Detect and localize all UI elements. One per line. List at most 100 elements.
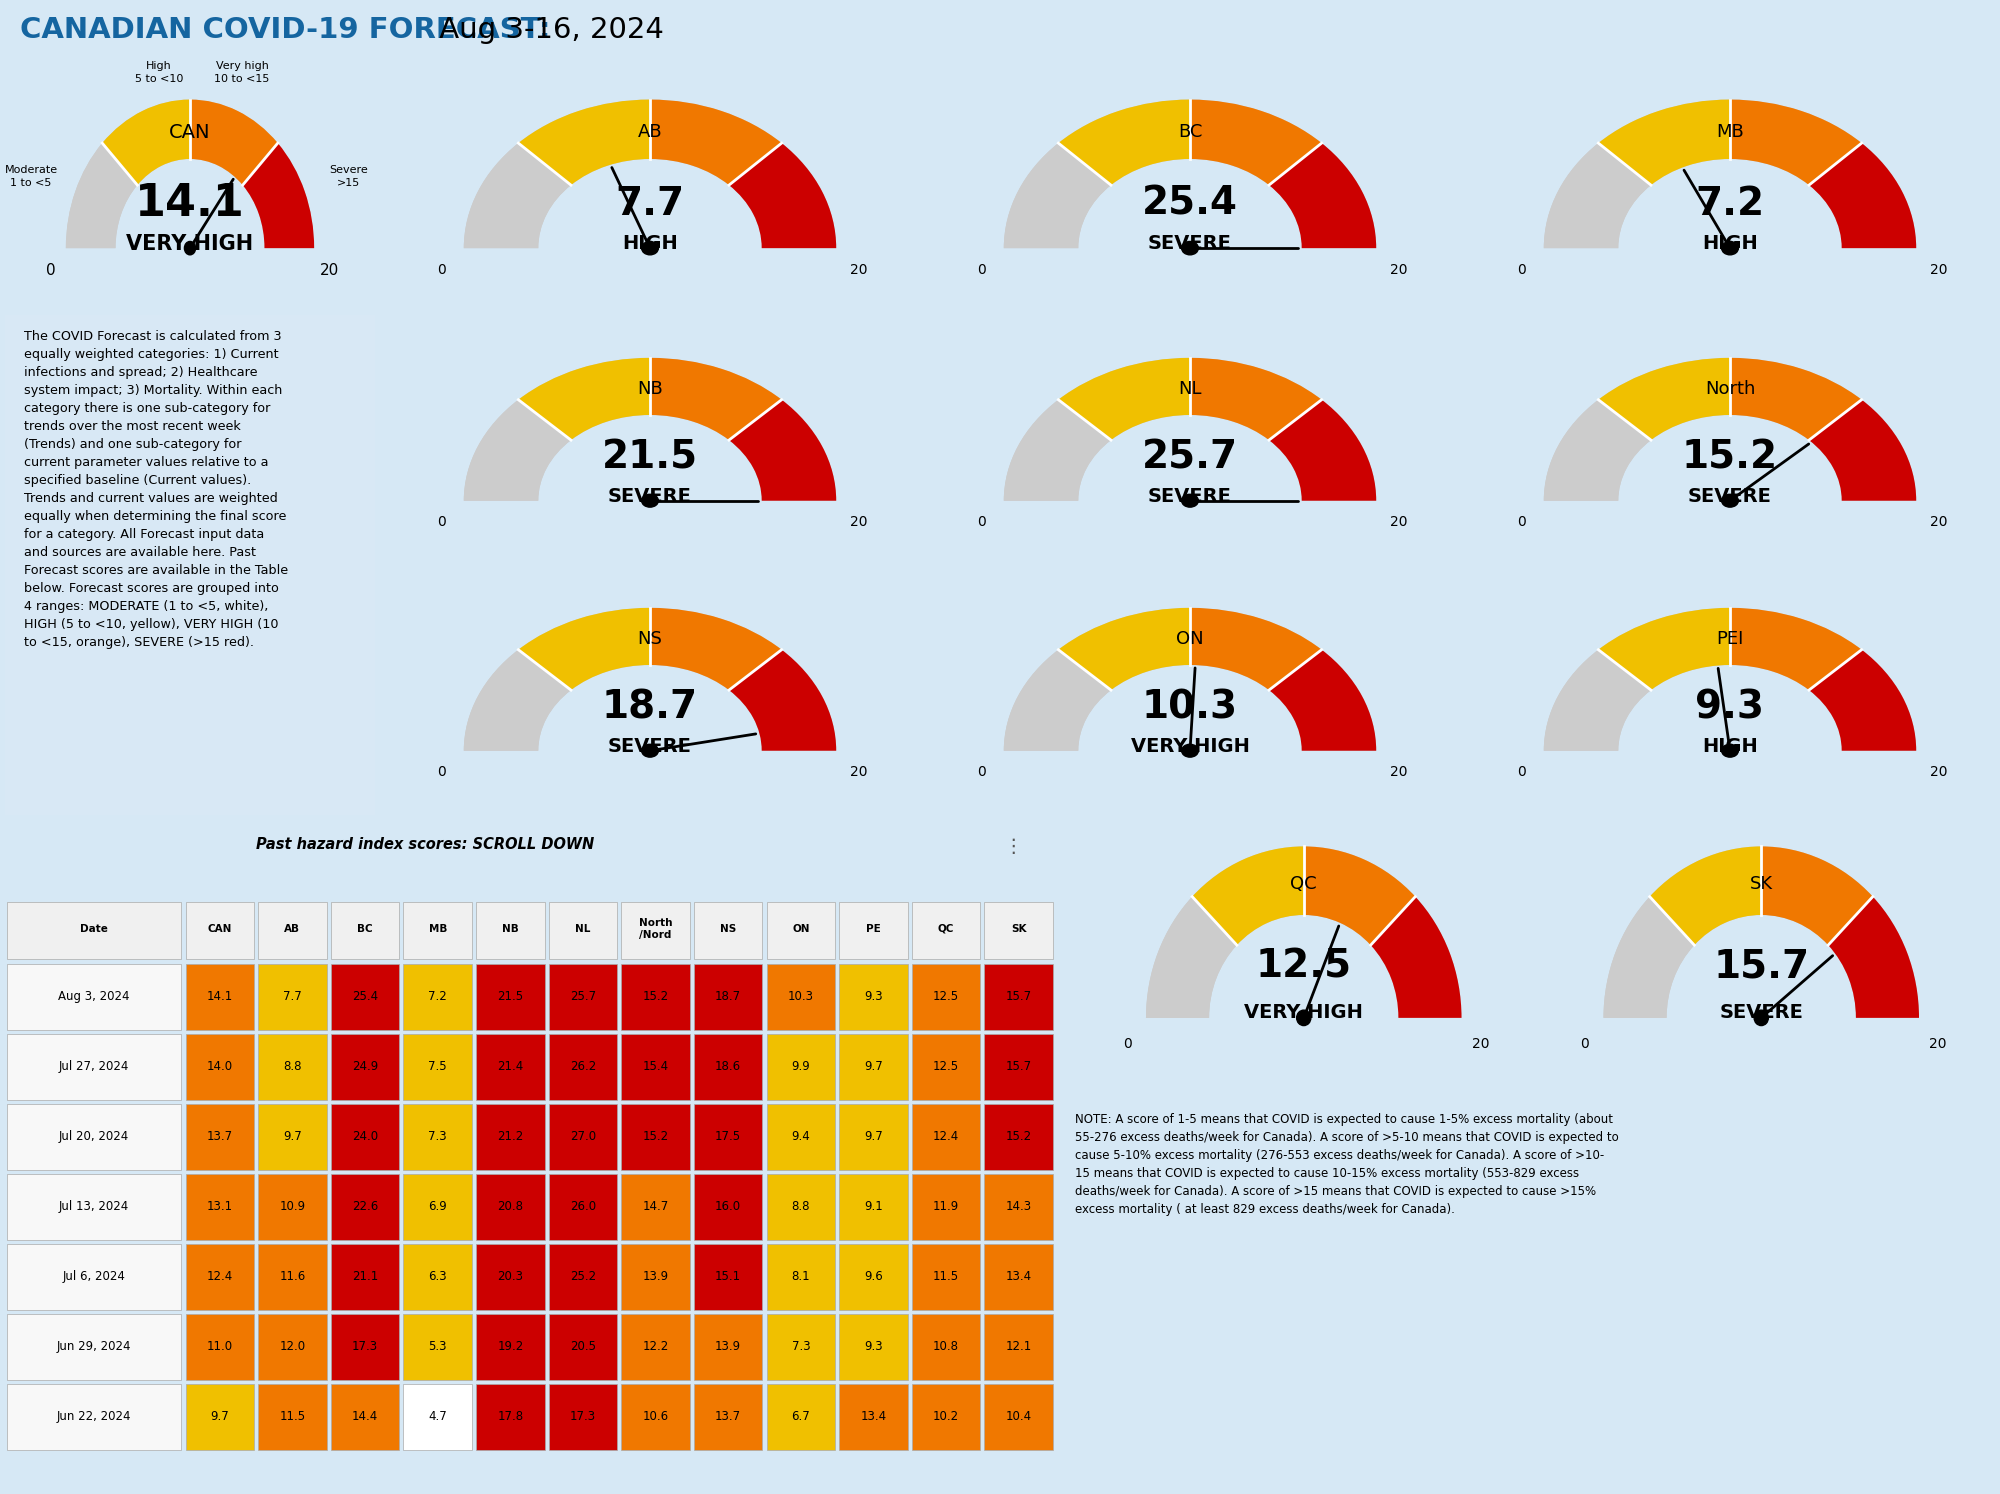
FancyBboxPatch shape [622, 1174, 690, 1240]
Text: 25.4: 25.4 [352, 991, 378, 1004]
Wedge shape [1270, 400, 1376, 500]
Text: The COVID Forecast is calculated from 3
equally weighted categories: 1) Current
: The COVID Forecast is calculated from 3 … [24, 330, 288, 648]
Text: 18.7: 18.7 [602, 689, 698, 728]
Text: SEVERE: SEVERE [1148, 235, 1232, 252]
FancyBboxPatch shape [186, 1383, 254, 1451]
Text: 11.5: 11.5 [280, 1410, 306, 1424]
FancyBboxPatch shape [330, 902, 400, 959]
Text: VERY HIGH: VERY HIGH [1130, 737, 1250, 756]
Text: 11.9: 11.9 [932, 1200, 960, 1213]
Wedge shape [1730, 608, 1862, 690]
Text: SEVERE: SEVERE [608, 737, 692, 756]
Text: 20: 20 [1930, 263, 1948, 278]
FancyBboxPatch shape [912, 902, 980, 959]
Wedge shape [1190, 608, 1322, 690]
FancyBboxPatch shape [258, 1104, 326, 1170]
Text: 15.4: 15.4 [642, 1061, 668, 1073]
Text: 12.1: 12.1 [1006, 1340, 1032, 1354]
Text: 10.3: 10.3 [788, 991, 814, 1004]
FancyBboxPatch shape [330, 1104, 400, 1170]
Text: 21.5: 21.5 [602, 439, 698, 477]
Wedge shape [1004, 650, 1110, 750]
FancyBboxPatch shape [984, 1245, 1052, 1310]
FancyBboxPatch shape [840, 1034, 908, 1100]
FancyBboxPatch shape [258, 1174, 326, 1240]
Circle shape [1722, 495, 1738, 506]
Text: Jul 6, 2024: Jul 6, 2024 [62, 1270, 126, 1283]
Text: North
/Nord: North /Nord [638, 917, 672, 940]
FancyBboxPatch shape [694, 902, 762, 959]
Text: 15.7: 15.7 [1006, 991, 1032, 1004]
Text: 0: 0 [1518, 765, 1526, 780]
FancyBboxPatch shape [548, 1034, 618, 1100]
FancyBboxPatch shape [912, 1245, 980, 1310]
FancyBboxPatch shape [8, 1313, 182, 1380]
FancyBboxPatch shape [840, 902, 908, 959]
Text: 22.6: 22.6 [352, 1200, 378, 1213]
Wedge shape [730, 143, 836, 248]
Text: 18.7: 18.7 [716, 991, 742, 1004]
Text: 9.7: 9.7 [284, 1131, 302, 1143]
Wedge shape [1598, 608, 1730, 690]
Text: CANADIAN COVID-19 FORECAST:: CANADIAN COVID-19 FORECAST: [20, 16, 550, 45]
Text: 20: 20 [1472, 1037, 1490, 1050]
Text: 20: 20 [1930, 765, 1948, 780]
Text: 17.3: 17.3 [352, 1340, 378, 1354]
Text: 0: 0 [978, 515, 986, 529]
Text: 17.3: 17.3 [570, 1410, 596, 1424]
FancyBboxPatch shape [694, 1245, 762, 1310]
Text: 7.7: 7.7 [616, 185, 684, 223]
Text: NB: NB [638, 381, 662, 399]
Text: SK: SK [1010, 923, 1026, 934]
FancyBboxPatch shape [840, 1174, 908, 1240]
FancyBboxPatch shape [404, 1313, 472, 1380]
Text: 13.7: 13.7 [206, 1131, 232, 1143]
FancyBboxPatch shape [8, 1383, 182, 1451]
FancyBboxPatch shape [258, 902, 326, 959]
Text: Jun 22, 2024: Jun 22, 2024 [56, 1410, 132, 1424]
FancyBboxPatch shape [766, 1383, 836, 1451]
Text: 15.1: 15.1 [716, 1270, 742, 1283]
FancyBboxPatch shape [622, 1245, 690, 1310]
FancyBboxPatch shape [840, 1245, 908, 1310]
FancyBboxPatch shape [984, 1383, 1052, 1451]
Text: 0: 0 [46, 263, 56, 278]
Text: 12.4: 12.4 [932, 1131, 960, 1143]
FancyBboxPatch shape [8, 1104, 182, 1170]
Wedge shape [1146, 896, 1236, 1017]
Text: 21.5: 21.5 [498, 991, 524, 1004]
FancyBboxPatch shape [8, 1174, 182, 1240]
Wedge shape [1370, 896, 1462, 1017]
Text: NS: NS [638, 630, 662, 648]
Wedge shape [66, 143, 138, 248]
Wedge shape [464, 400, 570, 500]
FancyBboxPatch shape [476, 964, 544, 1029]
Text: SEVERE: SEVERE [1148, 487, 1232, 506]
FancyBboxPatch shape [548, 1104, 618, 1170]
Wedge shape [1146, 847, 1462, 1017]
Text: NL: NL [576, 923, 590, 934]
Text: HIGH: HIGH [1702, 235, 1758, 252]
FancyBboxPatch shape [984, 1313, 1052, 1380]
Text: 9.3: 9.3 [1696, 689, 1764, 728]
Wedge shape [1598, 359, 1730, 441]
Text: 20: 20 [850, 765, 868, 780]
Text: 0: 0 [1122, 1037, 1132, 1050]
Text: 9.7: 9.7 [864, 1131, 882, 1143]
Wedge shape [1270, 650, 1376, 750]
Text: 0: 0 [438, 263, 446, 278]
Text: 12.5: 12.5 [934, 1061, 960, 1073]
Text: 11.6: 11.6 [280, 1270, 306, 1283]
Wedge shape [1058, 100, 1190, 185]
Text: 13.4: 13.4 [860, 1410, 886, 1424]
Wedge shape [518, 359, 650, 441]
Circle shape [1754, 1010, 1768, 1025]
Text: 27.0: 27.0 [570, 1131, 596, 1143]
Text: SK: SK [1750, 875, 1772, 893]
FancyBboxPatch shape [984, 902, 1052, 959]
FancyBboxPatch shape [258, 1313, 326, 1380]
Wedge shape [1650, 847, 1762, 946]
Wedge shape [518, 100, 650, 185]
FancyBboxPatch shape [912, 964, 980, 1029]
FancyBboxPatch shape [984, 964, 1052, 1029]
